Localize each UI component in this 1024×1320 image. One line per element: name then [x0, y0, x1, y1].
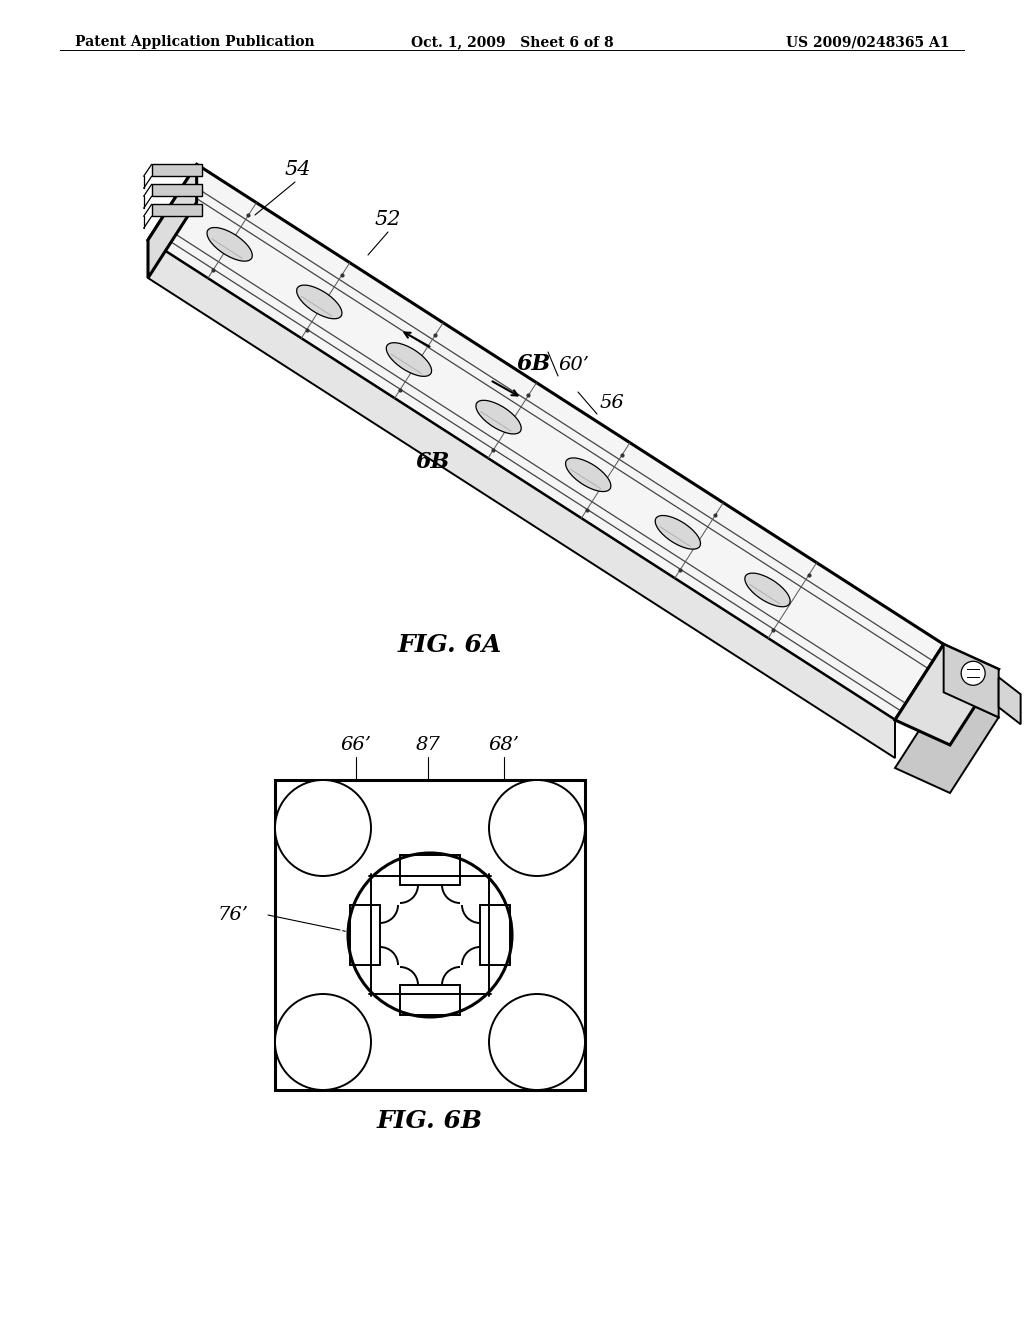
- Polygon shape: [152, 185, 202, 197]
- Circle shape: [962, 661, 985, 685]
- Polygon shape: [998, 677, 1021, 725]
- Text: 52: 52: [375, 210, 401, 228]
- Text: FIG. 6B: FIG. 6B: [377, 1109, 483, 1133]
- Polygon shape: [944, 644, 998, 717]
- Text: 6B: 6B: [516, 352, 550, 375]
- Text: FIG. 6A: FIG. 6A: [398, 634, 502, 657]
- Circle shape: [275, 780, 371, 876]
- Polygon shape: [152, 205, 202, 216]
- Polygon shape: [895, 692, 998, 793]
- Ellipse shape: [386, 343, 431, 376]
- Text: Patent Application Publication: Patent Application Publication: [75, 36, 314, 49]
- Circle shape: [489, 780, 585, 876]
- Text: 6B: 6B: [415, 451, 450, 473]
- Text: 54: 54: [285, 160, 311, 180]
- Ellipse shape: [207, 227, 252, 261]
- Ellipse shape: [565, 458, 611, 491]
- Polygon shape: [148, 240, 895, 758]
- Text: 60’: 60’: [558, 356, 589, 374]
- Bar: [275, 780, 585, 1090]
- Text: 68’: 68’: [488, 737, 519, 754]
- Circle shape: [275, 994, 371, 1090]
- Circle shape: [348, 853, 512, 1016]
- Polygon shape: [895, 644, 998, 744]
- Circle shape: [489, 994, 585, 1090]
- Polygon shape: [148, 164, 197, 279]
- Text: 76’: 76’: [218, 906, 249, 924]
- Text: 87: 87: [416, 737, 440, 754]
- Text: 66’: 66’: [341, 737, 372, 754]
- Ellipse shape: [744, 573, 791, 607]
- Ellipse shape: [297, 285, 342, 318]
- Text: Oct. 1, 2009   Sheet 6 of 8: Oct. 1, 2009 Sheet 6 of 8: [411, 36, 613, 49]
- Ellipse shape: [476, 400, 521, 434]
- Text: 56: 56: [600, 393, 625, 412]
- Text: US 2009/0248365 A1: US 2009/0248365 A1: [786, 36, 950, 49]
- Polygon shape: [148, 164, 944, 719]
- Ellipse shape: [655, 516, 700, 549]
- Polygon shape: [152, 164, 202, 177]
